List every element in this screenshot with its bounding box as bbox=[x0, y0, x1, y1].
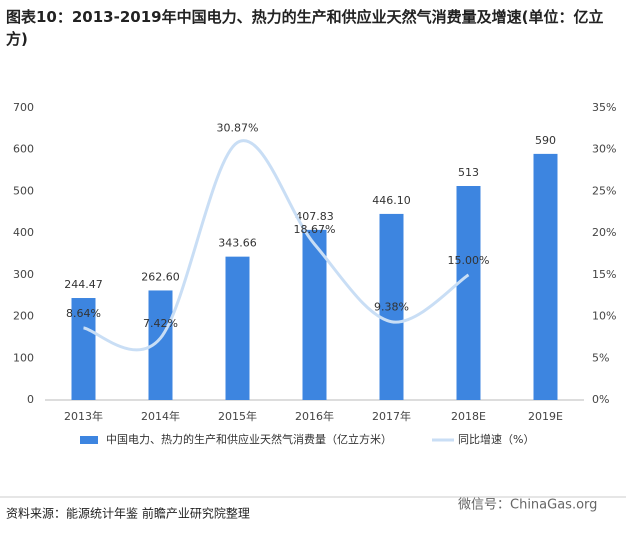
legend-label: 同比增速（%） bbox=[458, 432, 534, 446]
y-tick-label: 600 bbox=[13, 143, 34, 156]
legend-swatch bbox=[80, 436, 98, 444]
y-tick-label: 100 bbox=[13, 351, 34, 364]
bar bbox=[379, 213, 404, 400]
bar bbox=[456, 186, 481, 400]
y-tick-label: 500 bbox=[13, 184, 34, 197]
line-value-label: 9.38% bbox=[374, 301, 409, 314]
x-tick-label: 2014年 bbox=[141, 409, 180, 423]
chart-title: 图表10：2013-2019年中国电力、热力的生产和供应业天然气消费量及增速(单… bbox=[6, 8, 604, 48]
y2-tick-label: 10% bbox=[592, 310, 616, 323]
bar bbox=[71, 298, 96, 400]
line-value-label: 15.00% bbox=[448, 254, 490, 267]
source: 资料来源：能源统计年鉴 前瞻产业研究院整理 bbox=[6, 506, 250, 521]
x-tick-label: 2015年 bbox=[218, 409, 257, 423]
y2-tick-label: 5% bbox=[592, 351, 609, 364]
y-tick-label: 300 bbox=[13, 268, 34, 281]
bar bbox=[302, 229, 327, 400]
y-tick-label: 700 bbox=[13, 101, 34, 114]
y2-tick-label: 25% bbox=[592, 184, 616, 197]
x-tick-label: 2013年 bbox=[64, 409, 103, 423]
y-tick-label: 400 bbox=[13, 226, 34, 239]
bar-value-label: 513 bbox=[458, 166, 479, 179]
y-tick-label: 0 bbox=[27, 393, 34, 406]
line-value-label: 18.67% bbox=[294, 223, 336, 236]
bar-value-label: 244.47 bbox=[64, 278, 103, 291]
x-tick-label: 2019E bbox=[528, 410, 563, 423]
y2-tick-label: 20% bbox=[592, 226, 616, 239]
y-tick-label: 200 bbox=[13, 310, 34, 323]
bar-value-label: 343.66 bbox=[218, 237, 257, 250]
bar-value-label: 262.60 bbox=[141, 270, 180, 283]
x-tick-label: 2017年 bbox=[372, 409, 411, 423]
y2-tick-label: 0% bbox=[592, 393, 609, 406]
legend-label: 中国电力、热力的生产和供应业天然气消费量（亿立方米） bbox=[106, 432, 392, 446]
line bbox=[83, 139, 470, 352]
bar-value-label: 446.10 bbox=[372, 194, 411, 207]
x-tick-label: 2016年 bbox=[295, 409, 334, 423]
y2-tick-label: 30% bbox=[592, 143, 616, 156]
y2-tick-label: 15% bbox=[592, 268, 616, 281]
line-value-label: 8.64% bbox=[66, 307, 101, 320]
bar-value-label: 590 bbox=[535, 134, 556, 147]
bar-value-label: 407.83 bbox=[295, 210, 334, 223]
bar bbox=[225, 256, 250, 400]
x-tick-label: 2018E bbox=[451, 410, 486, 423]
watermark: 微信号：ChinaGas.org bbox=[458, 498, 597, 513]
line-value-label: 30.87% bbox=[217, 121, 259, 134]
y2-tick-label: 35% bbox=[592, 101, 616, 114]
line-value-label: 7.42% bbox=[143, 317, 178, 330]
bar bbox=[533, 153, 558, 400]
